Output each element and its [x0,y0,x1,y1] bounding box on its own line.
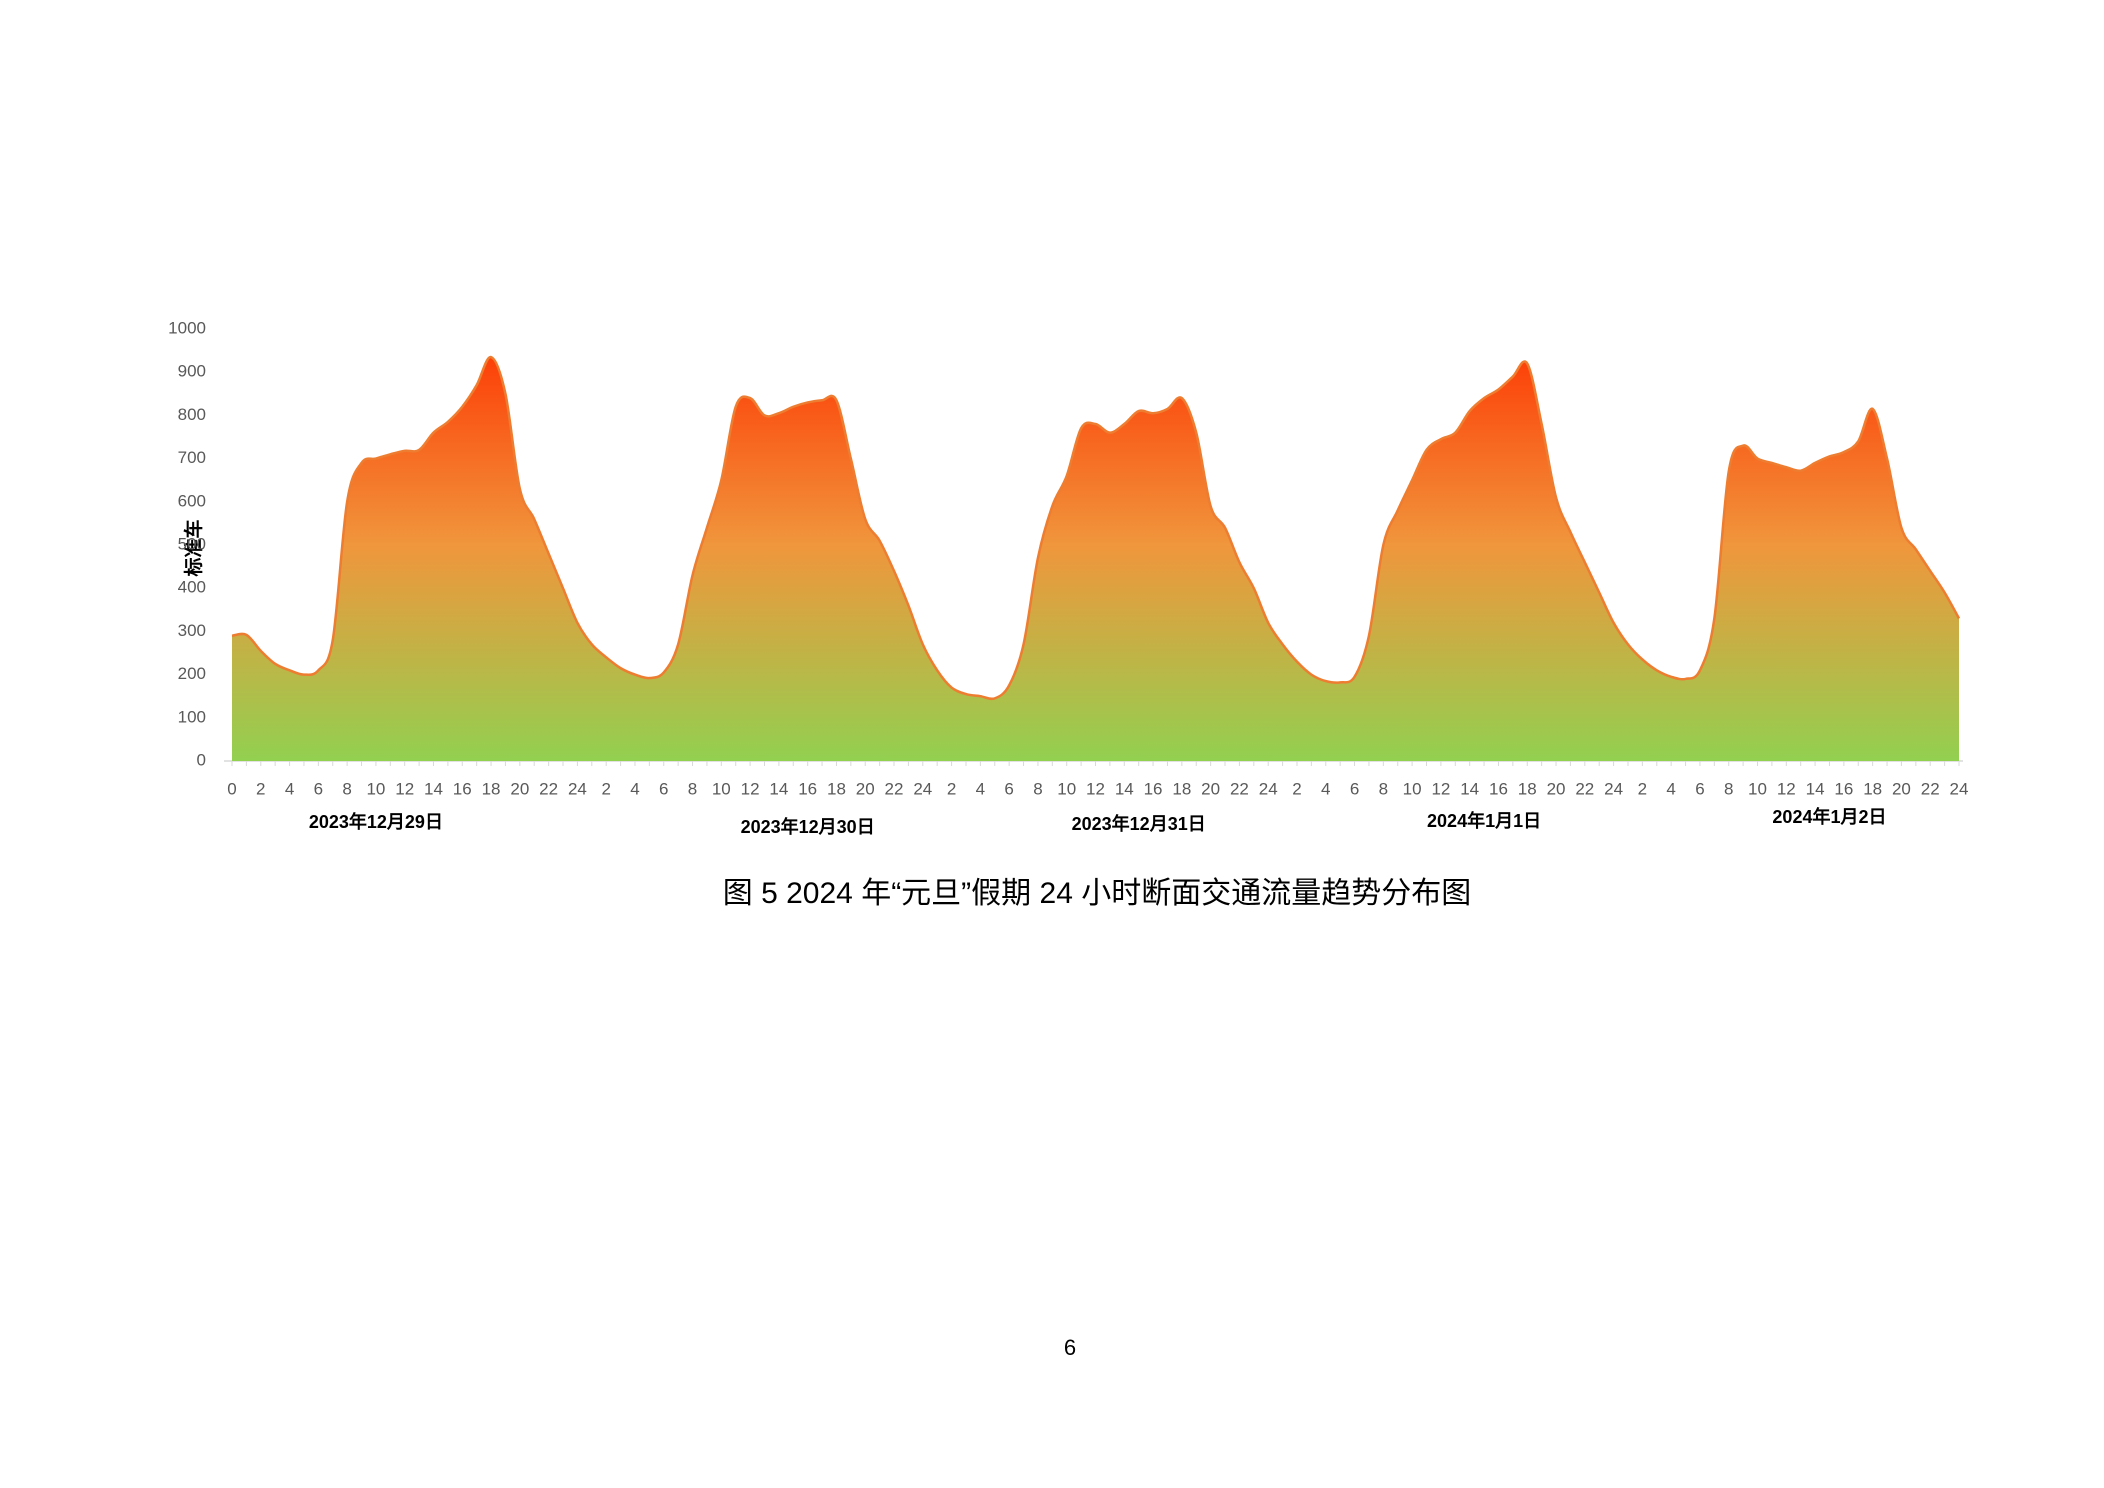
day-label: 2023年12月29日 [309,811,443,832]
x-tick-label: 20 [1547,779,1566,798]
figure-caption: 图 5 2024 年“元旦”假期 24 小时断面交通流量趋势分布图 [723,877,1471,910]
x-tick-label: 2 [256,779,265,798]
x-tick-label: 2 [947,779,956,798]
area-fill [232,357,1959,761]
x-tick-label: 12 [1086,779,1105,798]
x-tick-label: 10 [1057,779,1076,798]
x-tick-label: 24 [1604,779,1623,798]
y-axis-label: 标准车 [182,519,205,576]
x-tick-label: 4 [1666,779,1675,798]
x-tick-label: 0 [227,779,236,798]
x-tick-label: 14 [769,779,788,798]
x-tick-label: 20 [856,779,875,798]
x-tick-label: 22 [1921,779,1940,798]
x-tick-label: 24 [1950,779,1969,798]
x-tick-label: 6 [1350,779,1359,798]
x-tick-label: 2 [1292,779,1301,798]
x-tick-label: 4 [630,779,639,798]
x-tick-label: 10 [712,779,731,798]
x-tick-label: 6 [314,779,323,798]
x-tick-label: 12 [395,779,414,798]
y-tick-label: 1000 [168,318,206,337]
day-label: 2024年1月2日 [1772,806,1886,827]
y-tick-label: 500 [178,534,206,553]
x-tick-label: 4 [976,779,985,798]
area-line [231,355,1961,701]
x-tick-label: 8 [1379,779,1388,798]
x-tick-label: 18 [482,779,501,798]
x-tick-label: 20 [510,779,529,798]
x-tick-label: 22 [1230,779,1249,798]
x-tick-label: 16 [798,779,817,798]
x-tick-label: 12 [741,779,760,798]
day-label: 2023年12月30日 [741,816,875,837]
x-tick-label: 14 [1115,779,1134,798]
y-tick-label: 200 [178,664,206,683]
x-tick-label: 24 [568,779,587,798]
x-tick-label: 22 [539,779,558,798]
x-tick-label: 2 [601,779,610,798]
x-tick-label: 18 [827,779,846,798]
x-tick-label: 8 [1033,779,1042,798]
y-tick-label: 100 [178,707,206,726]
y-tick-label: 300 [178,621,206,640]
x-tick-label: 20 [1892,779,1911,798]
x-tick-label: 6 [1695,779,1704,798]
day-label: 2024年1月1日 [1427,810,1541,831]
x-tick-label: 12 [1431,779,1450,798]
x-tick-label: 10 [366,779,385,798]
y-tick-label: 800 [178,405,206,424]
y-tick-label: 400 [178,578,206,597]
x-tick-label: 8 [688,779,697,798]
x-tick-label: 24 [913,779,932,798]
x-tick-label: 14 [1460,779,1479,798]
x-tick-label: 16 [1489,779,1508,798]
x-tick-label: 2 [1638,779,1647,798]
x-tick-label: 4 [285,779,294,798]
x-tick-label: 16 [1834,779,1853,798]
x-tick-label: 16 [453,779,472,798]
y-tick-label: 600 [178,491,206,510]
y-tick-label: 0 [197,750,206,769]
x-tick-label: 6 [659,779,668,798]
x-tick-label: 22 [885,779,904,798]
y-tick-label: 700 [178,448,206,467]
x-tick-label: 14 [1806,779,1825,798]
x-tick-label: 14 [424,779,443,798]
x-tick-label: 8 [1724,779,1733,798]
x-tick-label: 4 [1321,779,1330,798]
y-tick-label: 900 [178,362,206,381]
page-number: 6 [1064,1335,1076,1360]
x-tick-label: 22 [1575,779,1594,798]
x-tick-label: 16 [1144,779,1163,798]
x-tick-label: 18 [1172,779,1191,798]
x-tick-label: 24 [1259,779,1278,798]
x-tick-label: 6 [1004,779,1013,798]
day-label: 2023年12月31日 [1072,813,1206,834]
x-tick-label: 10 [1403,779,1422,798]
x-tick-label: 12 [1777,779,1796,798]
x-tick-label: 20 [1201,779,1220,798]
x-tick-label: 8 [342,779,351,798]
x-tick-label: 18 [1518,779,1537,798]
x-tick-label: 10 [1748,779,1767,798]
x-tick-label: 18 [1863,779,1882,798]
